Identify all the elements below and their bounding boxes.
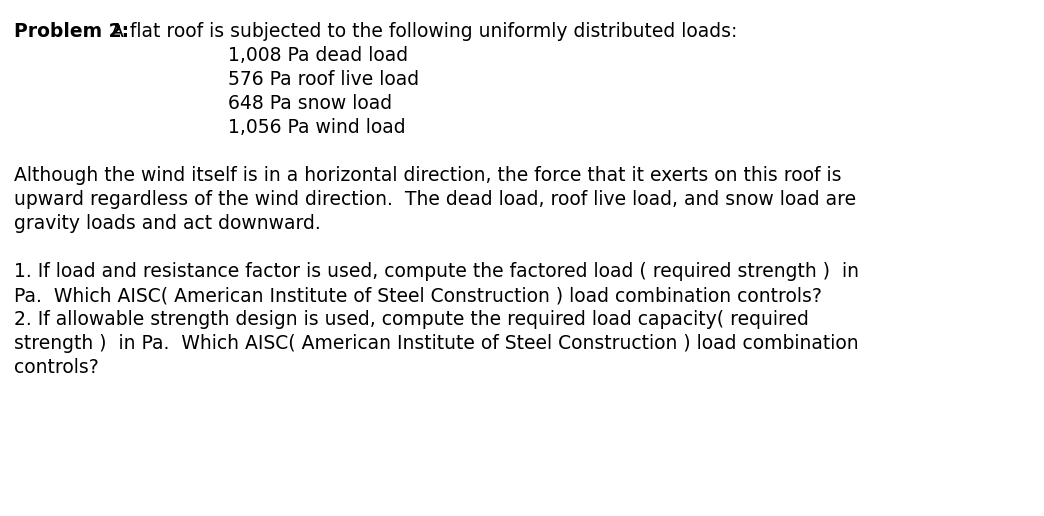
- Text: Pa.  Which AISC( American Institute of Steel Construction ) load combination con: Pa. Which AISC( American Institute of St…: [14, 286, 822, 305]
- Text: 1,056 Pa wind load: 1,056 Pa wind load: [228, 118, 406, 137]
- Text: strength )  in Pa.  Which AISC( American Institute of Steel Construction ) load : strength ) in Pa. Which AISC( American I…: [14, 334, 858, 353]
- Text: upward regardless of the wind direction.  The dead load, roof live load, and sno: upward regardless of the wind direction.…: [14, 190, 856, 209]
- Text: A flat roof is subjected to the following uniformly distributed loads:: A flat roof is subjected to the followin…: [105, 22, 737, 41]
- Text: 576 Pa roof live load: 576 Pa roof live load: [228, 70, 419, 89]
- Text: gravity loads and act downward.: gravity loads and act downward.: [14, 214, 321, 233]
- Text: 2. If allowable strength design is used, compute the required load capacity( req: 2. If allowable strength design is used,…: [14, 310, 809, 329]
- Text: 1. If load and resistance factor is used, compute the factored load ( required s: 1. If load and resistance factor is used…: [14, 262, 859, 281]
- Text: Problem 2:: Problem 2:: [14, 22, 129, 41]
- Text: controls?: controls?: [14, 358, 99, 377]
- Text: 648 Pa snow load: 648 Pa snow load: [228, 94, 393, 113]
- Text: 1,008 Pa dead load: 1,008 Pa dead load: [228, 46, 408, 65]
- Text: Although the wind itself is in a horizontal direction, the force that it exerts : Although the wind itself is in a horizon…: [14, 166, 841, 185]
